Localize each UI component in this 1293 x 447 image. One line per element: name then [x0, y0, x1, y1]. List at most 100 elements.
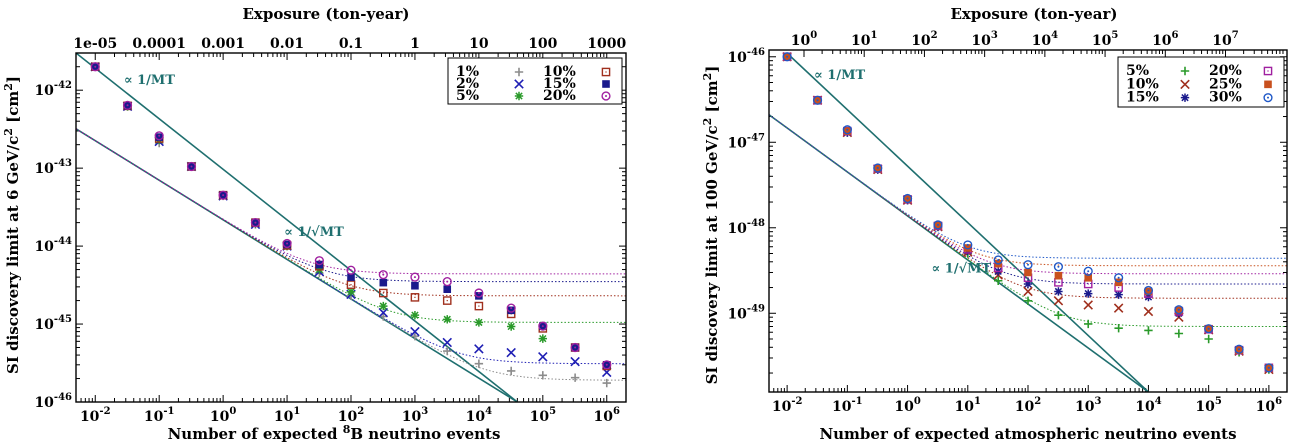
left-fit-curve-5pct [76, 128, 626, 323]
right-point [1174, 305, 1184, 315]
right-point [812, 95, 823, 105]
left-point [538, 352, 548, 362]
left-point [474, 359, 484, 368]
left-legend-box [447, 57, 623, 105]
right-guide-line-mt [786, 52, 1149, 392]
right-point [1084, 273, 1093, 282]
right-x-axis-label: Number of expected atmospheric neutrino … [819, 425, 1236, 443]
left-legend-item: 20% [543, 88, 611, 104]
right-legend-label: 25% [1209, 76, 1242, 92]
left-y-tick-label: 10-42 [34, 80, 72, 99]
right-legend-marker [1263, 66, 1273, 76]
left-point [379, 301, 388, 311]
left-plot-area: 10-2 10-1 100 101 102 103 104 105 10610-4610-451… [34, 36, 627, 425]
left-y-tick-label: 10-44 [34, 236, 72, 255]
chart-right: Exposure (ton-year) 10-2 10-1 100 101 102 103… [701, 5, 1288, 443]
right-point [1023, 260, 1033, 270]
left-x-tick-label: 101 [274, 406, 300, 425]
right-point [1114, 290, 1123, 299]
right-annotation-mt: ∝ 1/MT [814, 68, 865, 83]
right-y-tick-label: 10-47 [727, 132, 765, 151]
left-series-20pct [90, 62, 612, 370]
left-point [442, 337, 453, 348]
left-point [538, 321, 548, 331]
left-x-tick-label: 105 [530, 406, 556, 425]
right-plot-content [769, 52, 1287, 392]
left-series-10pct [90, 62, 612, 371]
right-legend-label: 20% [1209, 63, 1242, 79]
left-point [410, 326, 420, 337]
right-legend-label: 10% [1126, 76, 1159, 92]
left-legend-label: 20% [543, 88, 576, 104]
left-point [282, 238, 292, 249]
left-point [250, 218, 261, 228]
right-point [1204, 324, 1214, 334]
right-fit-curve-5pct [769, 114, 1287, 327]
left-annotation-sqrt-mt: ∝ 1/√MT [284, 225, 344, 240]
right-point [782, 52, 792, 62]
right-point [963, 240, 973, 250]
left-legend-item: 1% [456, 64, 524, 80]
right-point [1083, 266, 1093, 276]
right-top-tick-label: 107 [1212, 30, 1238, 49]
left-x-tick-label: 106 [594, 406, 620, 425]
left-point [474, 344, 484, 354]
right-x-tick-label: 10-2 [772, 396, 803, 415]
left-point [346, 287, 356, 296]
left-legend-label: 2% [456, 76, 479, 92]
right-top-tick-label: 106 [1152, 30, 1178, 49]
right-point [1143, 306, 1154, 317]
right-point [1023, 286, 1033, 297]
right-point [1114, 273, 1124, 283]
right-x-tick-label: 10-1 [832, 396, 863, 415]
right-point [1083, 300, 1093, 310]
right-point [1054, 310, 1063, 320]
left-fit-curve-15pct [76, 128, 626, 283]
left-x-tick-label: 102 [338, 406, 364, 425]
left-x-tick-label: 103 [402, 406, 428, 425]
right-legend-box [1117, 56, 1285, 108]
right-annotation-sqrt-mt: ∝ 1/√MT [932, 261, 992, 276]
right-x-tick-label: 104 [1135, 396, 1161, 415]
left-annotation-mt: ∝ 1/MT [124, 73, 175, 88]
right-x-tick-label: 105 [1195, 396, 1221, 415]
right-point [1113, 303, 1124, 313]
left-top-tick-label: 10 [469, 36, 489, 52]
right-top-tick-label: 104 [1032, 30, 1058, 49]
right-point [963, 244, 972, 252]
right-point [1204, 334, 1213, 344]
right-point [1143, 285, 1154, 296]
left-series-1pct [91, 62, 611, 388]
right-y-axis-label: SI discovery limit at 100 GeV/c2 [cm2] [701, 66, 721, 385]
left-point [411, 281, 419, 290]
left-point [474, 288, 484, 298]
right-legend-label: 30% [1209, 90, 1242, 106]
left-point [538, 334, 548, 343]
left-point [378, 270, 388, 280]
left-legend-marker [514, 91, 524, 101]
right-point [1053, 262, 1064, 272]
left-point [443, 285, 452, 293]
left-point [410, 293, 420, 302]
right-top-tick-label: 101 [851, 30, 877, 49]
right-y-tick-label: 10-46 [727, 47, 765, 66]
right-legend-marker [1180, 93, 1190, 102]
left-plot-content [76, 53, 626, 402]
right-point [993, 255, 1003, 265]
right-legend: 5%10%15% 20%25%30% [1117, 56, 1285, 108]
right-point [1264, 363, 1274, 373]
left-point [506, 303, 516, 313]
left-y-tick-label: 10-45 [34, 314, 72, 333]
left-point [570, 342, 580, 353]
left-point [218, 190, 228, 200]
left-top-tick-label: 100 [528, 36, 557, 52]
right-point [933, 220, 943, 230]
right-series-30pct [782, 52, 1274, 373]
right-x-tick-label: 101 [955, 396, 981, 415]
left-point [379, 278, 388, 287]
left-legend: 1%2%5% 10%15%20% [447, 57, 623, 105]
left-point [155, 133, 163, 141]
right-legend-item: 25% [1209, 76, 1272, 92]
left-point [122, 100, 133, 110]
right-point [843, 127, 852, 135]
